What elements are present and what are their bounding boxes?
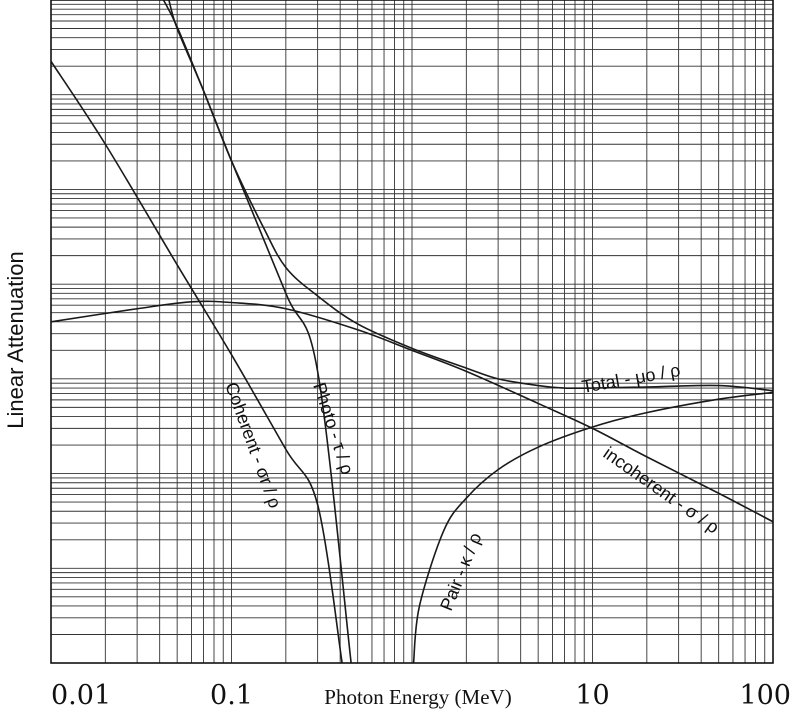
y-axis-label: Linear Attenuation <box>3 251 28 428</box>
grid <box>51 0 773 663</box>
curve-total <box>168 0 773 392</box>
plot-frame <box>50 0 774 664</box>
x-tick-labels: 0.01 0.1 10 100 <box>51 680 791 711</box>
x-tick-label: 0.01 <box>51 680 111 711</box>
curve-coherent <box>51 60 343 663</box>
total-curve-label: Total - μo / ρ <box>580 360 682 397</box>
x-tick-label: 0.1 <box>210 680 253 711</box>
curve-pair <box>412 391 773 663</box>
x-tick-label: 100 <box>739 680 791 711</box>
pair-curve-label: Pair - κ / ρ <box>436 530 485 614</box>
curve-incoherent <box>51 300 773 523</box>
curve-photo <box>162 0 352 663</box>
x-tick-label: 10 <box>575 680 609 711</box>
curves <box>51 0 773 663</box>
x-axis-label: Photon Energy (MeV) <box>324 685 511 709</box>
curve-labels: Coherent - σr / ρ Photo - τ / ρ incohere… <box>221 360 723 614</box>
